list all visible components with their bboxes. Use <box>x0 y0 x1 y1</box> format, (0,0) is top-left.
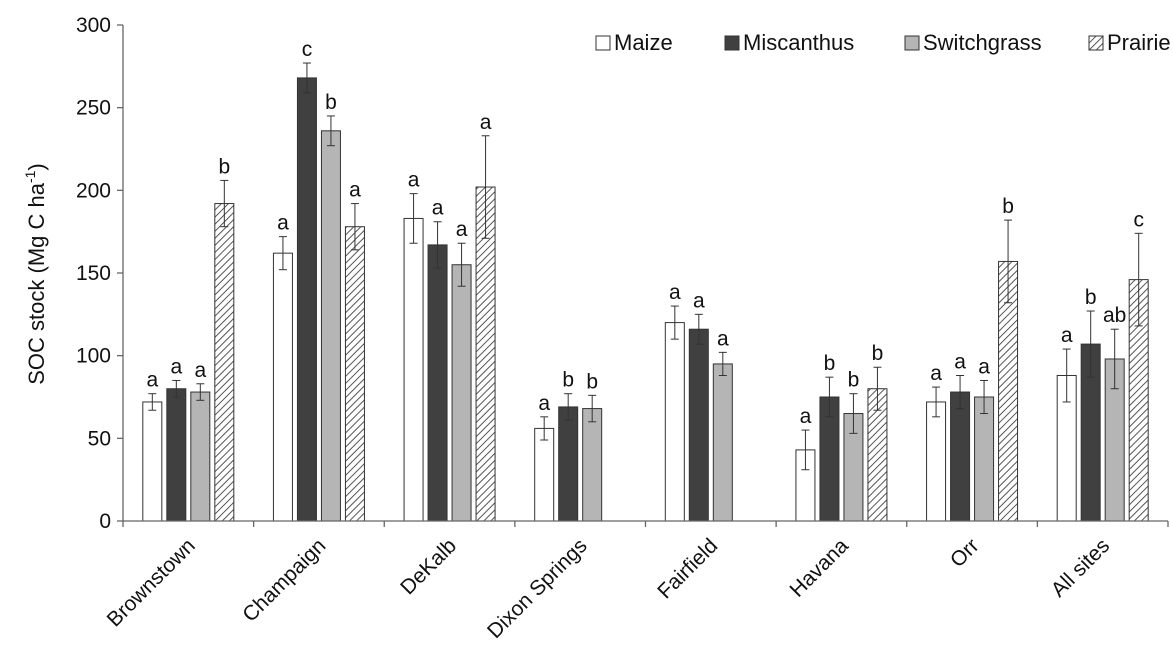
bar <box>403 217 424 522</box>
significance-label: a <box>538 392 550 415</box>
significance-label: b <box>872 342 884 365</box>
bar <box>142 401 163 522</box>
x-category-label: DeKalb <box>396 534 461 599</box>
x-category-label: Havana <box>786 534 854 602</box>
bar <box>166 388 187 522</box>
y-axis-label-close: ) <box>24 163 49 170</box>
bar <box>534 427 555 522</box>
bar <box>427 244 448 522</box>
significance-label: b <box>1085 286 1097 309</box>
significance-label: a <box>277 212 289 235</box>
y-axis-label: SOC stock (Mg C ha-1) <box>22 163 49 385</box>
x-category-label: Champaign <box>238 534 330 626</box>
bar <box>688 328 709 522</box>
legend-label: Maize <box>614 30 673 55</box>
y-axis: 0 50 100 150 200 250 300 <box>76 14 124 533</box>
significance-label: a <box>669 281 681 304</box>
bar <box>320 130 341 522</box>
legend-label: Prairie <box>1107 30 1171 55</box>
significance-label: a <box>146 369 158 392</box>
y-tick-label: 250 <box>76 97 111 120</box>
legend-swatch <box>904 35 920 51</box>
significance-label: b <box>586 370 598 393</box>
significance-label: c <box>302 38 313 61</box>
significance-label: b <box>848 369 860 392</box>
significance-label: a <box>456 218 468 241</box>
significance-label: a <box>480 111 492 134</box>
bar <box>190 391 211 522</box>
significance-label: b <box>562 369 574 392</box>
bar <box>558 406 579 522</box>
significance-label: b <box>824 352 836 375</box>
legend-swatch <box>1088 35 1104 51</box>
bar <box>950 391 971 522</box>
significance-label: a <box>978 355 990 378</box>
y-tick-label: 100 <box>76 345 111 368</box>
significance-label: a <box>800 405 812 428</box>
significance-label: b <box>1002 195 1014 218</box>
significance-label: a <box>1061 324 1073 347</box>
x-category-label: All sites <box>1047 534 1114 601</box>
significance-label: b <box>325 91 337 114</box>
y-axis-label-superscript: -1 <box>22 170 38 183</box>
legend-swatch <box>595 35 611 51</box>
legend: Maize Miscanthus Switchgrass Prairie <box>595 30 1171 55</box>
x-category-label: Dixon Springs <box>483 534 592 643</box>
x-category-label: Fairfield <box>653 534 722 603</box>
x-category-label: Orr <box>946 534 984 572</box>
significance-label: a <box>954 351 966 374</box>
y-axis-label-main: SOC stock (Mg C ha <box>24 182 49 384</box>
bar <box>344 226 365 522</box>
significance-label: a <box>408 169 420 192</box>
bar <box>272 252 293 522</box>
bar <box>214 203 235 522</box>
significance-label: a <box>717 327 729 350</box>
significance-label: a <box>930 362 942 385</box>
bar <box>582 408 603 522</box>
y-tick-label: 0 <box>99 510 111 533</box>
y-tick-label: 300 <box>76 14 111 37</box>
bar <box>974 396 995 522</box>
significance-label: b <box>218 155 230 178</box>
significance-label: a <box>194 359 206 382</box>
significance-label: a <box>432 197 444 220</box>
significance-label: ab <box>1103 304 1126 327</box>
legend-label: Switchgrass <box>923 30 1042 55</box>
bar <box>451 264 472 522</box>
significance-label: c <box>1133 208 1144 231</box>
bar <box>296 77 317 522</box>
legend-label: Miscanthus <box>743 30 854 55</box>
bar <box>926 401 947 522</box>
significance-label: a <box>170 355 182 378</box>
y-tick-label: 150 <box>76 262 111 285</box>
significance-label: a <box>349 179 361 202</box>
x-axis: Brownstown Champaign DeKalb Dixon Springs Fa… <box>103 520 1169 643</box>
x-category-label: Brownstown <box>103 534 200 631</box>
bar <box>712 363 733 522</box>
significance-label: a <box>693 289 705 312</box>
y-tick-label: 50 <box>88 427 111 450</box>
bar <box>664 322 685 522</box>
y-tick-label: 200 <box>76 179 111 202</box>
legend-swatch <box>724 35 740 51</box>
